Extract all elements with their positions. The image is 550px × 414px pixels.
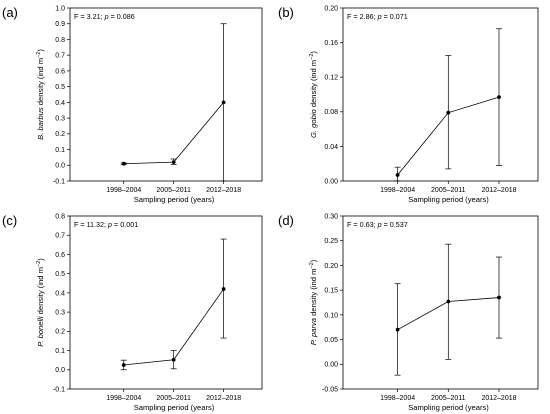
panel-letter: (b) — [278, 5, 294, 20]
data-point — [497, 95, 501, 99]
y-axis-label: P. bonelli density (ind m−2) — [36, 258, 45, 347]
y-tick-label: 0.08 — [324, 109, 338, 116]
y-tick-label: 0.00 — [324, 362, 338, 369]
y-tick-label: 0.0 — [55, 367, 65, 374]
y-tick-label: 0.6 — [55, 252, 65, 259]
data-point — [121, 161, 126, 166]
x-axis-label: Sampling period (years) — [408, 403, 489, 412]
y-tick-label: 0.20 — [324, 263, 338, 270]
x-tick-label: 1998–2004 — [106, 395, 141, 402]
data-point — [446, 110, 451, 115]
x-tick-label: 1998–2004 — [380, 187, 415, 194]
x-tick-label: 1998–2004 — [380, 395, 415, 402]
y-tick-label: 0.3 — [55, 115, 65, 122]
x-tick-label: 2005–2011 — [156, 187, 191, 194]
chart-panel-4: (d) -0.05 0.00 0.05 0.10 0.15 0.20 0.25 0.30 1998… — [278, 213, 539, 412]
data-point — [221, 287, 226, 291]
panel-letter: (c) — [2, 213, 17, 228]
y-tick-label: 0.30 — [324, 213, 338, 220]
x-tick-label: 2012–2018 — [481, 187, 516, 194]
y-tick-label: 0.1 — [55, 147, 65, 154]
data-point — [497, 295, 501, 300]
y-axis-label: B. barbus density (ind m−2) — [36, 49, 45, 140]
y-tick-label: 0.20 — [324, 5, 338, 12]
y-tick-label: 0.0 — [55, 163, 65, 170]
data-point — [121, 363, 126, 367]
y-axis-label: P. parva density (ind m−2) — [309, 259, 318, 345]
y-tick-label: 0.12 — [324, 75, 338, 82]
stat-annotation: F = 3.21; p = 0.086 — [74, 12, 135, 21]
x-tick-label: 2005–2011 — [431, 187, 466, 194]
y-tick-label: 0.2 — [55, 131, 65, 138]
y-tick-label: 0.00 — [324, 178, 338, 185]
y-tick-label: 0.15 — [324, 288, 338, 295]
y-tick-label: 0.04 — [324, 144, 338, 151]
y-tick-label: -0.05 — [322, 386, 338, 393]
x-tick-label: 1998–2004 — [106, 187, 141, 194]
stat-annotation: F = 11.32; p = 0.001 — [74, 220, 138, 229]
y-tick-label: -0.1 — [53, 178, 65, 185]
y-tick-label: -0.1 — [53, 386, 65, 393]
plot-frame — [69, 7, 263, 182]
x-tick-label: 2012–2018 — [206, 187, 241, 194]
y-axis-label: G. gobio density (ind m−2) — [309, 51, 318, 138]
plot-frame — [342, 7, 539, 182]
chart-panel-1: (a) -0.1 0.0 0.1 0.2 0.3 0.4 0.5 0.6 0.7 0.8 0.9 1.0… — [2, 5, 263, 204]
data-point — [446, 299, 451, 304]
y-tick-label: 0.16 — [324, 40, 338, 47]
data-point — [395, 173, 400, 177]
panel-letter: (d) — [278, 213, 294, 228]
y-tick-label: 0.4 — [55, 100, 65, 107]
y-tick-label: 0.8 — [55, 213, 65, 220]
plot-frame — [69, 215, 263, 390]
x-tick-label: 2005–2011 — [156, 395, 191, 402]
plot-frame — [342, 215, 539, 390]
y-tick-label: 1.0 — [55, 5, 65, 12]
x-tick-label: 2012–2018 — [481, 395, 516, 402]
x-tick-label: 2012–2018 — [206, 395, 241, 402]
y-tick-label: 0.6 — [55, 68, 65, 75]
data-point — [395, 327, 400, 332]
y-tick-label: 0.25 — [324, 238, 338, 245]
y-tick-label: 0.8 — [55, 37, 65, 44]
data-point — [221, 100, 226, 105]
series-line — [123, 102, 224, 165]
y-tick-label: 0.3 — [55, 310, 65, 317]
x-axis-label: Sampling period (years) — [134, 195, 215, 204]
y-tick-label: 0.10 — [324, 312, 338, 319]
stat-annotation: F = 2.86; p = 0.071 — [347, 12, 408, 21]
stat-annotation: F = 0.63; p = 0.537 — [347, 220, 408, 229]
x-axis-label: Sampling period (years) — [408, 195, 489, 204]
y-tick-label: 0.7 — [55, 233, 65, 240]
data-point — [171, 160, 176, 165]
chart-panel-3: (c) -0.1 0.0 0.1 0.2 0.3 0.4 0.5 0.6 0.7 0.8 1998–2… — [2, 213, 263, 412]
y-tick-label: 0.7 — [55, 53, 65, 60]
y-tick-label: 0.05 — [324, 337, 338, 344]
y-tick-label: 0.9 — [55, 21, 65, 28]
y-tick-label: 0.5 — [55, 84, 65, 91]
chart-panel-2: (b) 0.00 0.04 0.08 0.12 0.16 0.20 1998–2004 2005… — [278, 5, 539, 204]
x-tick-label: 2005–2011 — [431, 395, 466, 402]
data-point — [171, 357, 176, 362]
x-axis-label: Sampling period (years) — [134, 403, 215, 412]
y-tick-label: 0.2 — [55, 329, 65, 336]
y-tick-label: 0.1 — [55, 348, 65, 355]
y-tick-label: 0.4 — [55, 290, 65, 297]
y-tick-label: 0.5 — [55, 271, 65, 278]
panel-letter: (a) — [2, 5, 18, 20]
